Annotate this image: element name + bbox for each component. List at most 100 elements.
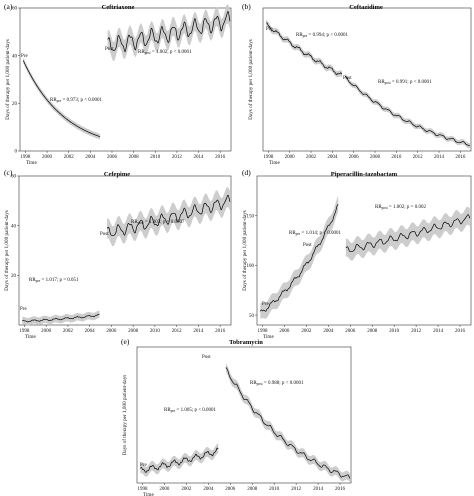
x-axis-label: Time xyxy=(263,334,274,340)
x-tick-label: 2000 xyxy=(159,487,170,492)
post-series-line xyxy=(345,214,471,252)
x-tick-label: 2010 xyxy=(389,329,400,334)
x-tick-label: 2012 xyxy=(413,155,424,160)
x-tick-label: 2006 xyxy=(106,329,117,334)
x-tick-label: 2002 xyxy=(64,155,75,160)
pre-series-line xyxy=(266,22,343,75)
x-tick-label: 2016 xyxy=(455,155,466,160)
x-tick-label: 2016 xyxy=(335,487,346,492)
y-axis-label: Days of therapy per 1,000 patient-days xyxy=(247,39,254,120)
pre-series-line xyxy=(22,60,101,138)
y-axis-label: Days of therapy per 1,000 patient-days xyxy=(241,210,248,291)
y-tick-label: 100 xyxy=(247,264,255,269)
x-tick-label: 1998 xyxy=(19,329,30,334)
post-confidence-band xyxy=(107,4,230,62)
x-tick-label: 2002 xyxy=(63,329,74,334)
chart-title: Ceftriaxone xyxy=(102,4,135,11)
chart-panel-3: (c) Cefepime 20 40 60 1998 2000 2002 2004 2006 200… xyxy=(3,168,232,340)
x-tick-label: 2008 xyxy=(367,329,378,334)
x-tick-label: 1998 xyxy=(263,155,274,160)
post-label: Post xyxy=(105,47,114,52)
post-label: Post xyxy=(100,232,109,237)
pre-confidence-band xyxy=(140,443,219,477)
y-tick-label: 50 xyxy=(249,314,255,319)
post-confidence-band xyxy=(345,73,470,149)
x-tick-label: 2010 xyxy=(391,155,402,160)
post-label: Post xyxy=(202,355,211,360)
chart-panel-5: (e) Tobramycin 1998 2000 2002 2004 2006 2008 201… xyxy=(121,337,352,496)
panel-label: (e) xyxy=(121,337,130,346)
y-axis-label: Days of therapy per 1,000 patient-days xyxy=(121,375,128,456)
rr-pre-annotation: RRpre = 1.017; p = 0.051 xyxy=(29,278,79,283)
x-tick-label: 2014 xyxy=(433,329,444,334)
x-tick-label: 2008 xyxy=(129,155,140,160)
panel-label: (b) xyxy=(242,2,251,11)
x-tick-label: 2000 xyxy=(279,329,290,334)
rr-pre-annotation: RRpre = 0.973; p < 0.0001 xyxy=(50,98,103,103)
x-axis-label: Time xyxy=(143,492,154,496)
rr-pre-annotation: RRpre = 1.005; p < 0.0001 xyxy=(164,408,217,413)
pre-label: Pre xyxy=(20,307,27,312)
y-axis-label: Days of therapy per 1,000 patient-days xyxy=(4,39,11,120)
chart-panel-2: (b) Ceftazidime 1998 2000 2002 2004 2006 2008 20… xyxy=(242,2,472,166)
y-tick-label: 60 xyxy=(12,7,18,12)
chart-title: Cefepime xyxy=(104,171,130,178)
x-tick-label: 2016 xyxy=(215,155,226,160)
pre-series-line xyxy=(140,447,219,473)
x-tick-label: 2016 xyxy=(215,329,226,334)
pre-label: Pre xyxy=(21,54,28,59)
plot-frame xyxy=(18,175,232,326)
x-tick-label: 2006 xyxy=(349,155,360,160)
post-confidence-band xyxy=(345,206,470,261)
x-tick-label: 2000 xyxy=(41,329,52,334)
pre-series-line xyxy=(22,313,100,323)
panel-label: (a) xyxy=(4,2,13,11)
pre-label: Pre xyxy=(140,463,147,468)
x-tick-label: 2010 xyxy=(150,155,161,160)
x-tick-label: 2004 xyxy=(203,487,214,492)
rr-post-annotation: RRpost = 1.003; p = 0.0007 xyxy=(131,220,185,225)
rr-post-annotation: RRpost = 1.002; p = 0.002 xyxy=(375,205,426,210)
chart-title: Tobramycin xyxy=(229,339,263,346)
chart-panel-4: (d) Piperacillin-tazobactam 50 100 150 1998 20… xyxy=(241,168,472,340)
x-tick-label: 2012 xyxy=(291,487,302,492)
plot-frame xyxy=(19,7,232,152)
x-axis-label: Time xyxy=(26,160,37,166)
x-tick-label: 2000 xyxy=(42,155,53,160)
pre-confidence-band xyxy=(260,195,339,320)
panel-label: (d) xyxy=(242,168,251,177)
x-tick-label: 2006 xyxy=(345,329,356,334)
y-tick-label: 0 xyxy=(15,150,18,155)
x-tick-label: 2008 xyxy=(247,487,258,492)
x-tick-label: 2014 xyxy=(434,155,445,160)
post-label: Post xyxy=(303,243,312,248)
x-tick-label: 1998 xyxy=(257,329,268,334)
x-tick-label: 2012 xyxy=(172,155,183,160)
post-label: Post xyxy=(343,76,352,81)
x-tick-label: 2006 xyxy=(107,155,118,160)
post-confidence-band xyxy=(107,187,230,247)
rr-pre-annotation: RRpre = 1.014; p < 0.0001 xyxy=(289,231,342,236)
rr-post-annotation: RRpost = 1.002; p < 0.0001 xyxy=(138,50,192,55)
pre-confidence-band xyxy=(266,19,342,78)
x-tick-label: 2016 xyxy=(455,329,466,334)
rr-post-annotation: RRpost = 0.988; p < 0.0001 xyxy=(250,381,304,386)
post-confidence-band xyxy=(225,362,350,483)
x-tick-label: 2014 xyxy=(194,155,205,160)
y-tick-label: 20 xyxy=(12,102,18,107)
x-tick-label: 2004 xyxy=(327,155,338,160)
y-axis-label: Days of therapy per 1,000 patient-days xyxy=(3,210,10,291)
x-tick-label: 2012 xyxy=(411,329,422,334)
pre-label: Pre xyxy=(262,302,269,307)
x-tick-label: 2014 xyxy=(313,487,324,492)
x-tick-label: 2004 xyxy=(85,329,96,334)
x-tick-label: 2008 xyxy=(128,329,139,334)
pre-label: Pre xyxy=(266,27,273,32)
pre-confidence-band xyxy=(22,310,100,326)
y-tick-label: 150 xyxy=(247,214,255,219)
x-tick-label: 1998 xyxy=(20,155,31,160)
x-tick-label: 2000 xyxy=(285,155,296,160)
x-tick-label: 2012 xyxy=(172,329,183,334)
rr-post-annotation: RRpost = 0.991; p < 0.0001 xyxy=(378,80,432,85)
